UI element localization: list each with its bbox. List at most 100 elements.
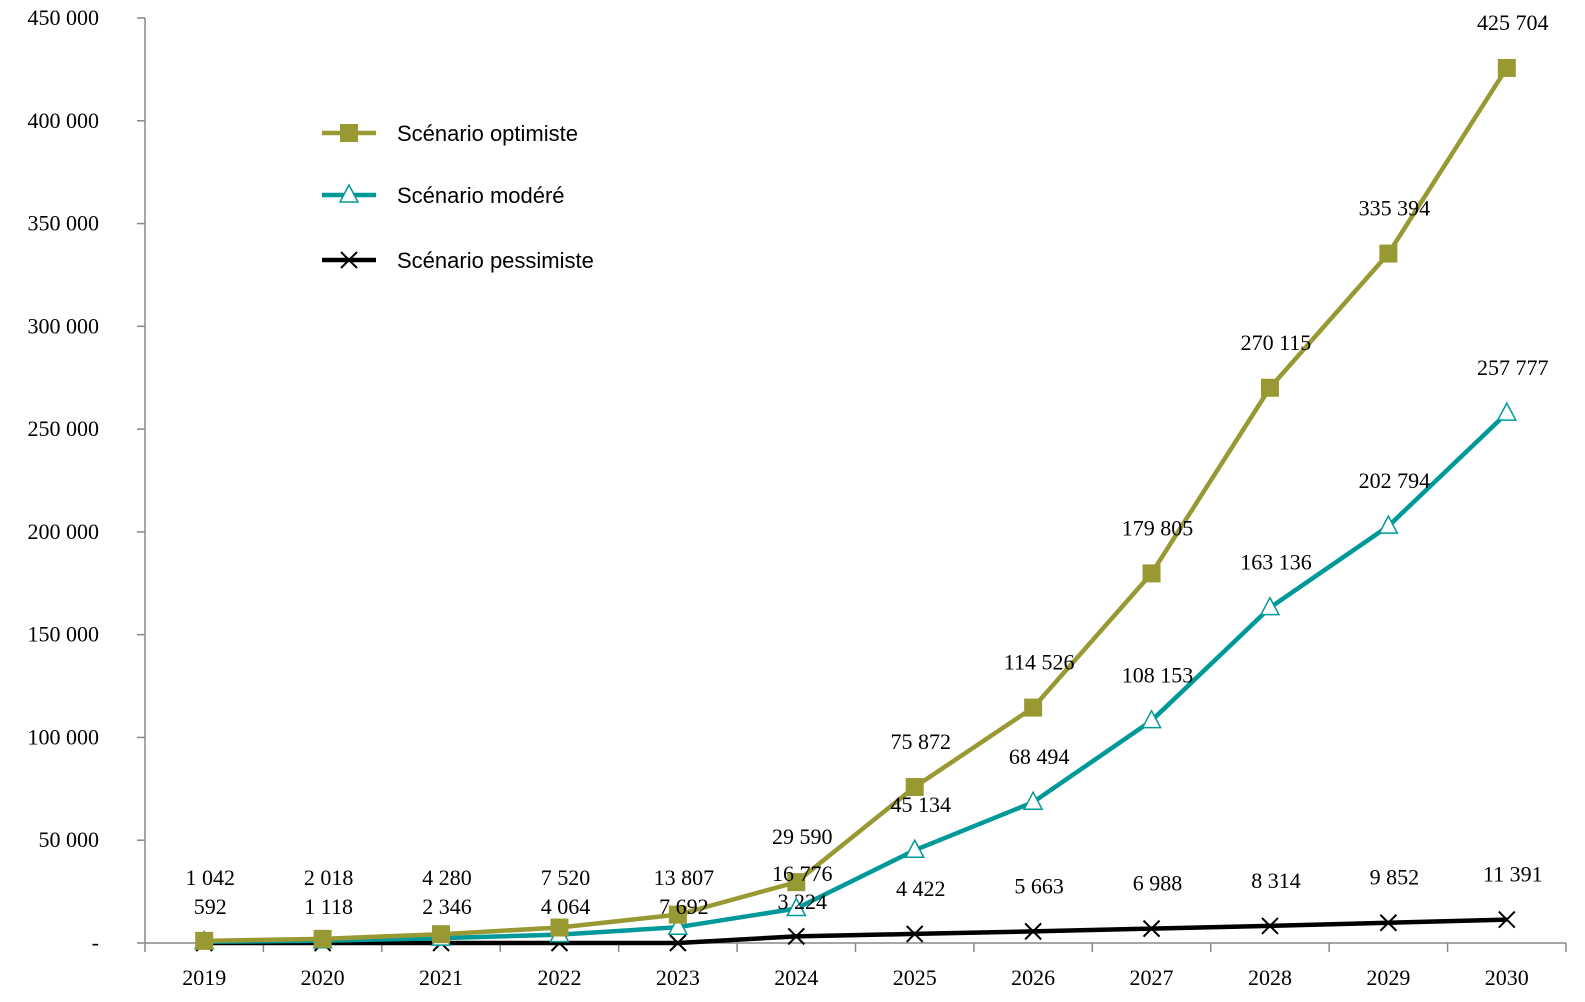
data-point: [195, 931, 214, 950]
x-tick-label: 2023: [656, 965, 700, 990]
y-tick-label: 100 000: [28, 724, 100, 749]
series-line: [204, 66, 1509, 944]
data-label: 29 590: [772, 824, 833, 849]
data-label: 45 134: [890, 792, 951, 817]
data-point: [1498, 910, 1516, 929]
data-point: [905, 778, 924, 797]
data-label: 1 118: [304, 894, 353, 919]
legend-item: Scénario modéré: [322, 183, 565, 208]
data-label: 13 807: [654, 865, 715, 890]
data-label: 11 391: [1483, 862, 1543, 887]
data-label: 335 394: [1359, 196, 1431, 221]
x-tick-label: 2025: [893, 965, 937, 990]
x-tick-label: 2029: [1366, 965, 1410, 990]
data-label: 6 988: [1133, 871, 1183, 896]
data-point: [313, 929, 332, 948]
data-label: 68 494: [1009, 744, 1070, 769]
data-label: 4 280: [422, 865, 472, 890]
legend-label: Scénario optimiste: [397, 121, 578, 146]
data-point: [669, 934, 687, 952]
x-tick-label: 2030: [1485, 965, 1529, 990]
y-tick-label: -: [92, 930, 99, 955]
legend-marker: [340, 124, 358, 142]
data-point: [1379, 914, 1398, 932]
legend-label: Scénario pessimiste: [397, 248, 594, 273]
data-point: [1024, 922, 1042, 941]
data-point: [1142, 564, 1161, 583]
x-tick-label: 2019: [182, 965, 226, 990]
data-point: [1378, 514, 1399, 534]
data-label: 114 526: [1004, 650, 1075, 675]
data-label: 592: [194, 894, 227, 919]
y-tick-label: 50 000: [39, 827, 100, 852]
data-label: 425 704: [1477, 10, 1549, 35]
data-label: 4 064: [541, 894, 591, 919]
data-label: 3 224: [778, 889, 828, 914]
y-tick-label: 450 000: [28, 5, 100, 30]
legend-item: Scénario optimiste: [322, 121, 578, 146]
data-point: [1496, 401, 1518, 421]
data-label: 257 777: [1477, 355, 1549, 380]
x-tick-label: 2027: [1130, 965, 1174, 990]
data-labels: 1 042 2 018 4 280 7 520 13 807 29 590 75 872 11…: [185, 10, 1548, 919]
data-point: [1022, 790, 1044, 810]
x-tick-label: 2020: [301, 965, 345, 990]
data-point: [786, 896, 807, 917]
data-label: 5 663: [1014, 873, 1064, 898]
series-square: [195, 58, 1516, 950]
x-tick-label: 2022: [537, 965, 581, 990]
x-tick-label: 2026: [1011, 965, 1055, 990]
data-label: 2 346: [422, 894, 472, 919]
data-label: 7 520: [541, 865, 591, 890]
legend-marker: [340, 251, 358, 269]
data-label: 1 042: [185, 865, 235, 890]
legend-marker: [338, 183, 360, 203]
y-tick-label: 300 000: [28, 313, 100, 338]
data-point: [1379, 244, 1398, 263]
series-line: [204, 917, 1507, 946]
y-tick-label: 150 000: [28, 622, 100, 647]
legend-label: Scénario modéré: [397, 183, 565, 208]
data-label: 163 136: [1240, 550, 1312, 575]
data-label: 9 852: [1370, 865, 1420, 890]
legend: Scénario optimiste Scénario modéré Scénari…: [322, 121, 594, 273]
data-label: 2 018: [304, 865, 354, 890]
data-label: 202 794: [1359, 468, 1431, 493]
data-point: [1142, 919, 1161, 938]
data-label: 270 115: [1241, 330, 1312, 355]
data-point: [1141, 709, 1162, 729]
data-point: [1259, 596, 1281, 616]
series-line: [204, 411, 1509, 945]
y-tick-label: 250 000: [28, 416, 100, 441]
data-label: 8 314: [1251, 868, 1301, 893]
data-point: [550, 918, 569, 937]
data-label: 108 153: [1122, 663, 1194, 688]
data-label: 75 872: [890, 729, 951, 754]
x-tick-label: 2024: [774, 965, 818, 990]
x-tick-label: 2028: [1248, 965, 1292, 990]
data-point: [906, 925, 924, 943]
x-tick-label: 2021: [419, 965, 463, 990]
y-tick-label: 350 000: [28, 211, 100, 236]
legend-item: Scénario pessimiste: [322, 248, 594, 273]
data-point: [668, 905, 687, 924]
data-point: [432, 925, 451, 944]
data-label: 7 692: [659, 894, 709, 919]
data-point: [1024, 698, 1043, 717]
data-label: 4 422: [896, 876, 946, 901]
data-point: [1261, 917, 1279, 935]
data-label: 16 776: [772, 861, 833, 886]
data-point: [667, 915, 689, 935]
series-layer: [193, 58, 1518, 952]
y-tick-label: 400 000: [28, 108, 100, 133]
data-point: [1260, 378, 1279, 397]
data-point: [904, 838, 925, 858]
data-point: [787, 927, 805, 946]
axes: - 50 000 100 000 150 000 200 000 250 000 300 0…: [28, 5, 1567, 990]
data-point: [787, 873, 806, 892]
series-triangle: [193, 401, 1518, 950]
data-label: 179 805: [1122, 515, 1194, 540]
y-tick-label: 200 000: [28, 519, 100, 544]
data-point: [1497, 58, 1516, 77]
